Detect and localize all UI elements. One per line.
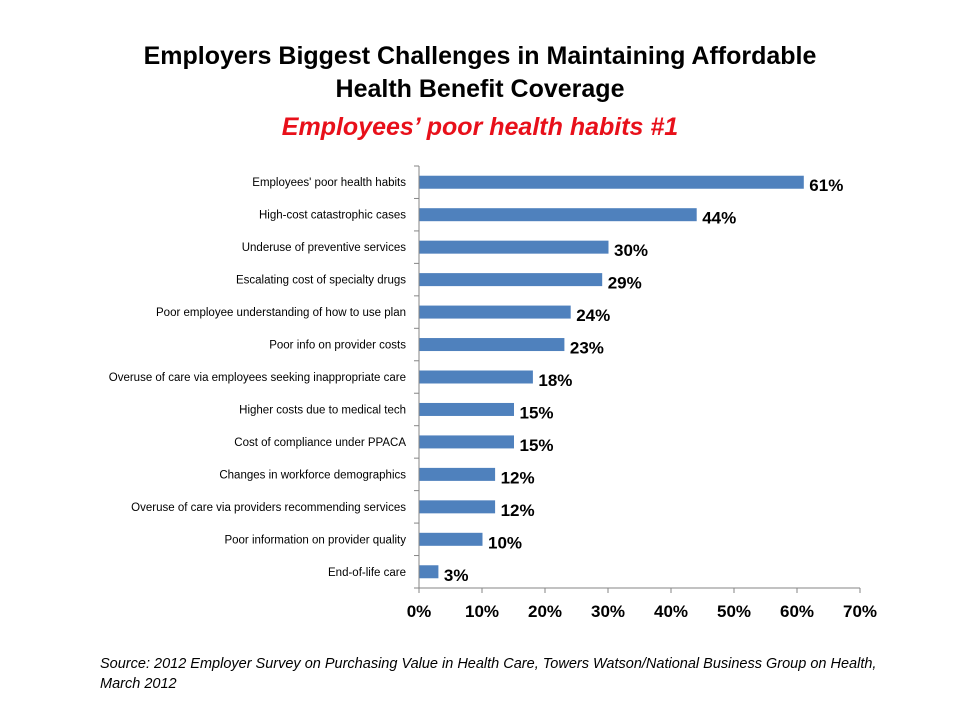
x-tick-label: 10% xyxy=(465,602,499,621)
bar xyxy=(419,435,514,449)
data-label: 44% xyxy=(702,209,736,228)
bar xyxy=(419,467,496,481)
data-label: 18% xyxy=(538,371,572,390)
x-tick-label: 40% xyxy=(654,602,688,621)
category-label: Higher costs due to medical tech xyxy=(239,404,406,416)
chart-title-line-2: Health Benefit Coverage xyxy=(335,75,625,103)
data-label: 12% xyxy=(501,501,535,520)
data-label: 23% xyxy=(570,339,604,358)
category-label: Poor info on provider costs xyxy=(269,340,406,352)
data-label: 15% xyxy=(520,403,554,422)
category-label: Employees' poor health habits xyxy=(252,177,406,189)
x-tick-label: 0% xyxy=(407,602,432,621)
category-label: Changes in workforce demographics xyxy=(219,469,406,481)
bar xyxy=(419,532,483,546)
data-label: 10% xyxy=(488,533,522,552)
x-tick-label: 20% xyxy=(528,602,562,621)
category-label: Underuse of preventive services xyxy=(242,242,407,254)
bar-chart: 0% 10% 20% 30% 40% 50% 60% 70% Employees' poor h… xyxy=(109,165,877,621)
bar xyxy=(419,208,697,222)
data-label: 15% xyxy=(520,436,554,455)
data-label: 3% xyxy=(444,566,469,585)
bar xyxy=(419,402,514,416)
x-tick-label: 60% xyxy=(780,602,814,621)
bar xyxy=(419,338,565,352)
data-label: 30% xyxy=(614,241,648,260)
bar xyxy=(419,305,571,319)
x-tick-label: 30% xyxy=(591,602,625,621)
category-label: Poor information on provider quality xyxy=(224,534,406,546)
category-label: High-cost catastrophic cases xyxy=(259,210,406,222)
x-tick-label: 70% xyxy=(843,602,877,621)
data-label: 12% xyxy=(501,468,535,487)
data-label: 24% xyxy=(576,306,610,325)
category-label: Overuse of care via employees seeking in… xyxy=(109,372,406,384)
bar xyxy=(419,370,533,384)
category-label: Cost of compliance under PPACA xyxy=(234,437,406,449)
bar xyxy=(419,500,496,514)
chart-subtitle: Employees’ poor health habits #1 xyxy=(281,113,679,141)
category-label: Poor employee understanding of how to us… xyxy=(156,307,406,319)
category-label: Escalating cost of specialty drugs xyxy=(236,275,406,287)
chart-title-line-1: Employers Biggest Challenges in Maintain… xyxy=(143,42,817,70)
bar xyxy=(419,565,439,579)
bar xyxy=(419,240,609,254)
data-label: 61% xyxy=(809,176,843,195)
source-note: Source: 2012 Employer Survey on Purchasi… xyxy=(100,656,877,692)
x-tick-label: 50% xyxy=(717,602,751,621)
bar xyxy=(419,175,804,189)
bar xyxy=(419,273,603,287)
data-label: 29% xyxy=(608,274,642,293)
category-label: End-of-life care xyxy=(328,567,406,579)
category-label: Overuse of care via providers recommendi… xyxy=(131,502,406,514)
